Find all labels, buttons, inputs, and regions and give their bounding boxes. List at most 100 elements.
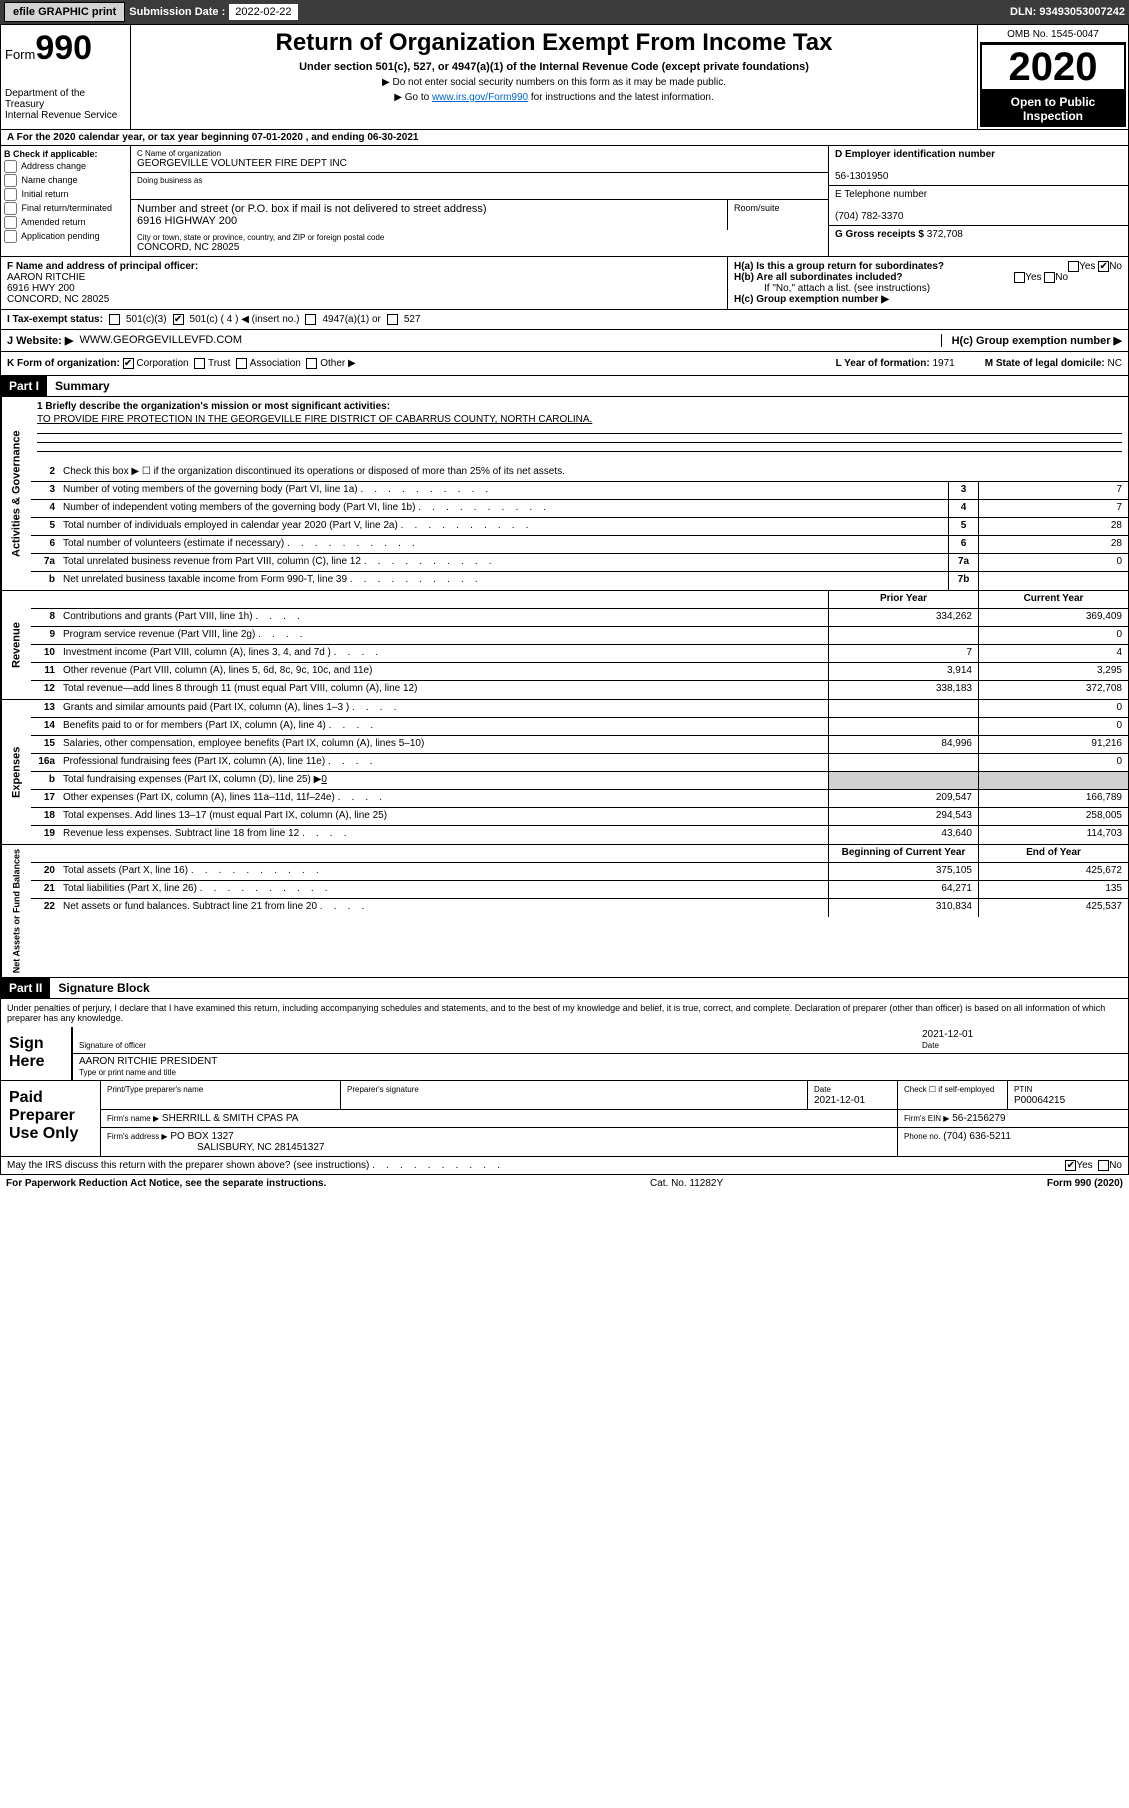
submission-date-value: 2022-02-22 <box>229 4 297 20</box>
line-5: Total number of individuals employed in … <box>59 518 948 535</box>
irs-discuss-row: May the IRS discuss this return with the… <box>0 1157 1129 1175</box>
row-a-period: A For the 2020 calendar year, or tax yea… <box>0 130 1129 146</box>
self-employed-check[interactable]: Check ☐ if self-employed <box>898 1081 1008 1109</box>
signature-block: Under penalties of perjury, I declare th… <box>0 999 1129 1081</box>
sidebar-net-assets: Net Assets or Fund Balances <box>1 845 31 977</box>
cb-association[interactable] <box>236 358 247 369</box>
cb-discuss-yes[interactable]: ✔ <box>1065 1160 1076 1171</box>
line-10: Investment income (Part VIII, column (A)… <box>59 645 828 662</box>
row-f-h: F Name and address of principal officer:… <box>0 257 1129 310</box>
line-6: Total number of volunteers (estimate if … <box>59 536 948 553</box>
box-c-room: Room/suite <box>728 200 828 230</box>
cb-other[interactable] <box>306 358 317 369</box>
ptin: PTINP00064215 <box>1008 1081 1128 1109</box>
box-g-gross: G Gross receipts $ 372,708 <box>829 226 1128 243</box>
section-revenue: Revenue Prior YearCurrent Year 8Contribu… <box>0 591 1129 700</box>
cb-501c[interactable]: ✔ <box>173 314 184 325</box>
dept-label: Department of the Treasury Internal Reve… <box>5 88 126 121</box>
line-16a: Professional fundraising fees (Part IX, … <box>59 754 828 771</box>
line-14: Benefits paid to or for members (Part IX… <box>59 718 828 735</box>
form-header: Form990 Department of the Treasury Inter… <box>0 24 1129 130</box>
col-current-year: Current Year <box>978 591 1128 608</box>
box-c-dba: Doing business as <box>131 173 828 200</box>
box-c-city: City or town, state or province, country… <box>131 230 828 256</box>
dln-field: DLN: 93493053007242 <box>1010 6 1125 18</box>
submission-date-label: Submission Date : <box>129 6 225 18</box>
row-j-website: J Website: ▶ WWW.GEORGEVILLEVFD.COM H(c)… <box>0 330 1129 352</box>
firm-ein: Firm's EIN ▶ 56-2156279 <box>898 1110 1128 1127</box>
perjury-declaration: Under penalties of perjury, I declare th… <box>1 999 1128 1027</box>
line-16b: Total fundraising expenses (Part IX, col… <box>59 772 828 789</box>
col-beginning: Beginning of Current Year <box>828 845 978 862</box>
preparer-name-hdr: Print/Type preparer's name <box>101 1081 341 1109</box>
cb-4947[interactable] <box>305 314 316 325</box>
line-2: Check this box ▶ ☐ if the organization d… <box>59 464 1128 481</box>
sidebar-governance: Activities & Governance <box>1 397 31 590</box>
box-h: H(a) Is this a group return for subordin… <box>728 257 1128 309</box>
cb-final-return[interactable]: Final return/terminated <box>4 202 127 215</box>
preparer-date: Date2021-12-01 <box>808 1081 898 1109</box>
line-20: Total assets (Part X, line 16) <box>59 863 828 880</box>
row-i-tax-exempt: I Tax-exempt status: 501(c)(3) ✔501(c) (… <box>0 310 1129 330</box>
top-toolbar: efile GRAPHIC print Submission Date : 20… <box>0 0 1129 24</box>
part-i-header: Part ISummary <box>0 376 1129 397</box>
tax-year: 2020 <box>980 43 1126 91</box>
efile-print-button[interactable]: efile GRAPHIC print <box>4 2 125 22</box>
open-to-public: Open to Public Inspection <box>980 91 1126 127</box>
part-ii-header: Part IISignature Block <box>0 978 1129 999</box>
box-d-ein: D Employer identification number 56-1301… <box>829 146 1128 186</box>
irs-link[interactable]: www.irs.gov/Form990 <box>432 92 528 103</box>
sign-here-label: Sign Here <box>1 1027 71 1080</box>
line-4: Number of independent voting members of … <box>59 500 948 517</box>
sign-date: 2021-12-01Date <box>922 1029 1122 1051</box>
omb-number: OMB No. 1545-0047 <box>980 27 1126 43</box>
block-bcdefg: B Check if applicable: Address change Na… <box>0 146 1129 257</box>
sidebar-revenue: Revenue <box>1 591 31 699</box>
box-b-checkboxes: B Check if applicable: Address change Na… <box>1 146 131 256</box>
line-9: Program service revenue (Part VIII, line… <box>59 627 828 644</box>
firm-address: Firm's address ▶ PO BOX 1327SALISBURY, N… <box>101 1128 898 1156</box>
col-prior-year: Prior Year <box>828 591 978 608</box>
cb-address-change[interactable]: Address change <box>4 160 127 173</box>
section-governance: Activities & Governance 1 Briefly descri… <box>0 397 1129 591</box>
officer-name: AARON RITCHIE PRESIDENTType or print nam… <box>79 1056 1122 1078</box>
line-1-mission: 1 Briefly describe the organization's mi… <box>31 397 1128 464</box>
cb-amended-return[interactable]: Amended return <box>4 216 127 229</box>
line-17: Other expenses (Part IX, column (A), lin… <box>59 790 828 807</box>
col-end: End of Year <box>978 845 1128 862</box>
line-3: Number of voting members of the governin… <box>59 482 948 499</box>
form-title: Return of Organization Exempt From Incom… <box>139 29 969 57</box>
cb-corporation[interactable]: ✔ <box>123 358 134 369</box>
cb-discuss-no[interactable] <box>1098 1160 1109 1171</box>
line-12: Total revenue—add lines 8 through 11 (mu… <box>59 681 828 699</box>
box-e-phone: E Telephone number (704) 782-3370 <box>829 186 1128 226</box>
line-7a: Total unrelated business revenue from Pa… <box>59 554 948 571</box>
paid-preparer-block: Paid Preparer Use Only Print/Type prepar… <box>0 1081 1129 1157</box>
cb-initial-return[interactable]: Initial return <box>4 188 127 201</box>
box-c-address: Number and street (or P.O. box if mail i… <box>131 200 728 230</box>
form-subtitle: Under section 501(c), 527, or 4947(a)(1)… <box>139 61 969 73</box>
note-link: ▶ Go to www.irs.gov/Form990 for instruct… <box>139 92 969 103</box>
paid-preparer-label: Paid Preparer Use Only <box>1 1081 101 1156</box>
preparer-sig-hdr: Preparer's signature <box>341 1081 808 1109</box>
note-ssn: ▶ Do not enter social security numbers o… <box>139 77 969 88</box>
line-19: Revenue less expenses. Subtract line 18 … <box>59 826 828 844</box>
cb-trust[interactable] <box>194 358 205 369</box>
line-22: Net assets or fund balances. Subtract li… <box>59 899 828 917</box>
officer-signature-field[interactable]: Signature of officer <box>79 1029 922 1051</box>
firm-name: Firm's name ▶ SHERRILL & SMITH CPAS PA <box>101 1110 898 1127</box>
row-k-lm: K Form of organization: ✔ Corporation Tr… <box>0 352 1129 376</box>
box-f-officer: F Name and address of principal officer:… <box>1 257 728 309</box>
cb-527[interactable] <box>387 314 398 325</box>
form-number: Form990 <box>5 29 126 68</box>
firm-phone: Phone no. (704) 636-5211 <box>898 1128 1128 1156</box>
box-c-org-name: C Name of organization GEORGEVILLE VOLUN… <box>131 146 828 173</box>
line-18: Total expenses. Add lines 13–17 (must eq… <box>59 808 828 825</box>
cb-501c3[interactable] <box>109 314 120 325</box>
cb-application-pending[interactable]: Application pending <box>4 230 127 243</box>
section-net-assets: Net Assets or Fund Balances Beginning of… <box>0 845 1129 978</box>
line-8: Contributions and grants (Part VIII, lin… <box>59 609 828 626</box>
section-expenses: Expenses 13Grants and similar amounts pa… <box>0 700 1129 845</box>
cb-name-change[interactable]: Name change <box>4 174 127 187</box>
line-15: Salaries, other compensation, employee b… <box>59 736 828 753</box>
